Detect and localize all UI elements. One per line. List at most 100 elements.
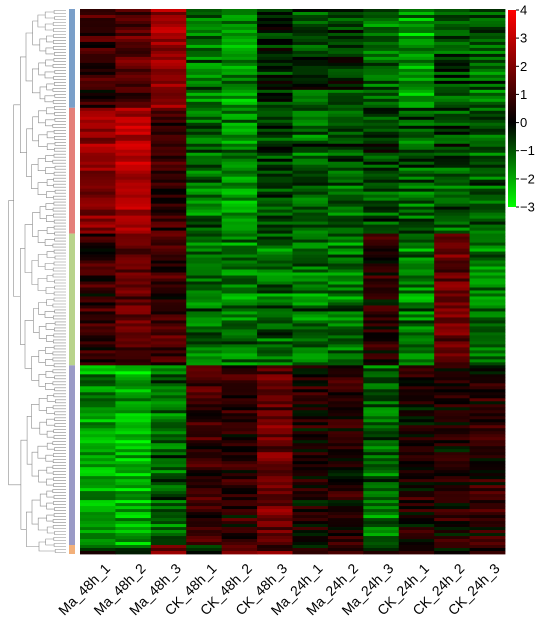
heatmap-cell [434, 356, 470, 360]
heatmap-cell [150, 476, 187, 480]
heatmap-cell [292, 305, 329, 309]
heatmap-cell [186, 251, 223, 255]
heatmap-cell [434, 260, 470, 264]
heatmap-cell [327, 173, 364, 178]
heatmap-cell [469, 32, 506, 37]
heatmap-cell [327, 377, 364, 381]
heatmap-cell [150, 74, 187, 79]
heatmap-cell [257, 488, 293, 492]
heatmap-cell [150, 116, 187, 121]
heatmap-cell [327, 14, 364, 19]
color-scale-tick-label: −3 [520, 200, 535, 215]
heatmap-cell [434, 434, 470, 438]
heatmap-cell [327, 530, 364, 534]
heatmap-cell [150, 539, 187, 543]
heatmap-cell [363, 137, 400, 142]
dendrogram-branch [52, 273, 66, 278]
heatmap-cell [398, 251, 435, 255]
heatmap-cell [257, 140, 293, 145]
heatmap-cell [80, 488, 116, 492]
heatmap-cell [80, 218, 116, 223]
heatmap-cell [186, 125, 223, 130]
heatmap-cell [186, 539, 223, 543]
heatmap-cell [363, 398, 400, 402]
heatmap-cell [434, 206, 470, 211]
heatmap-cell [469, 518, 506, 522]
heatmap-cell [434, 386, 470, 390]
heatmap-cell [186, 260, 223, 264]
heatmap-cell [363, 422, 400, 426]
heatmap-cell [398, 287, 435, 291]
heatmap-cell [115, 551, 152, 555]
heatmap-cell [186, 221, 223, 225]
heatmap-cell [150, 305, 187, 309]
heatmap-cell [363, 548, 400, 552]
heatmap-cell [115, 125, 152, 130]
heatmap-cell [434, 494, 470, 498]
heatmap-cell [150, 290, 187, 294]
heatmap-cell [115, 404, 152, 408]
heatmap-cell [398, 473, 435, 477]
heatmap-cell [434, 329, 470, 333]
heatmap-cell [363, 488, 400, 492]
heatmap-cell [327, 428, 364, 432]
heatmap-cell [434, 257, 470, 261]
heatmap-cell [221, 275, 258, 279]
heatmap-cell [327, 107, 364, 112]
heatmap-cell [186, 362, 223, 366]
heatmap-cell [469, 74, 506, 79]
heatmap-cell [469, 59, 506, 64]
heatmap-cell [257, 215, 293, 220]
heatmap-cell [186, 344, 223, 348]
heatmap-cell [363, 308, 400, 312]
heatmap-cell [363, 536, 400, 540]
heatmap-cell [327, 338, 364, 342]
heatmap-cell [80, 317, 116, 321]
heatmap-cell [115, 245, 152, 249]
heatmap-cell [469, 440, 506, 444]
heatmap-cell [221, 437, 258, 441]
heatmap-cell [186, 497, 223, 501]
heatmap-cell [292, 47, 329, 52]
heatmap-cell [186, 482, 223, 486]
heatmap-cell [257, 449, 293, 453]
heatmap-cell [434, 488, 470, 492]
heatmap-cell [150, 47, 187, 52]
heatmap-cell [434, 542, 470, 546]
heatmap-cell [186, 386, 223, 390]
heatmap-cell [221, 68, 258, 73]
heatmap-cell [327, 497, 364, 501]
heatmap-cell [469, 9, 506, 13]
heatmap-cell [80, 194, 116, 199]
heatmap-cell [115, 497, 152, 501]
heatmap-cell [221, 233, 258, 237]
heatmap-cell [398, 446, 435, 450]
heatmap-cell [469, 293, 506, 297]
heatmap-cell [186, 437, 223, 441]
heatmap-cell [363, 17, 400, 22]
dendrogram-branch [20, 56, 27, 153]
heatmap-cell [150, 146, 187, 151]
heatmap-cell [434, 464, 470, 468]
heatmap-cell [221, 362, 258, 366]
heatmap-cell [327, 290, 364, 294]
heatmap-cell [150, 149, 187, 154]
heatmap-cell [186, 452, 223, 456]
heatmap-cell [150, 113, 187, 118]
heatmap-cell [469, 539, 506, 543]
heatmap-cell [115, 419, 152, 423]
heatmap-cell [292, 323, 329, 327]
heatmap-cell [434, 461, 470, 465]
heatmap-cell [186, 188, 223, 193]
heatmap-cell [221, 149, 258, 154]
heatmap-cell [115, 269, 152, 273]
heatmap-cell [221, 26, 258, 31]
heatmap-cell [150, 20, 187, 25]
color-scale-gradient [508, 10, 516, 207]
heatmap-cell [469, 110, 506, 115]
dendrogram-branch [8, 200, 21, 486]
heatmap-cell [115, 9, 152, 13]
heatmap-cell [363, 281, 400, 285]
heatmap-cell [398, 440, 435, 444]
heatmap-cell [469, 68, 506, 73]
